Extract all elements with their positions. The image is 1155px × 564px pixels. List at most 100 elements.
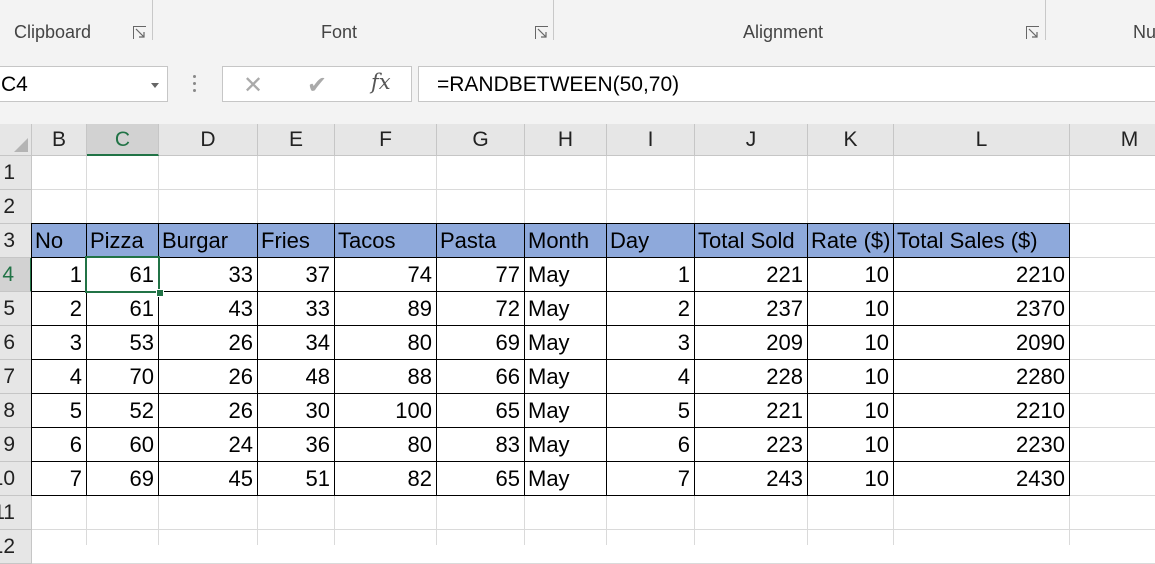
table-data-cell[interactable]: 83 — [436, 427, 525, 462]
column-header-d[interactable]: D — [159, 124, 258, 156]
row-header-2[interactable]: 2 — [0, 190, 32, 224]
table-data-cell[interactable]: 33 — [158, 257, 258, 292]
table-header-cell[interactable]: Fries — [257, 223, 335, 258]
table-data-cell[interactable]: 223 — [694, 427, 808, 462]
table-data-cell[interactable]: 221 — [694, 393, 808, 428]
table-data-cell[interactable]: 33 — [257, 291, 335, 326]
row-header-9[interactable]: 9 — [0, 428, 32, 462]
fill-handle[interactable] — [156, 289, 164, 297]
table-data-cell[interactable]: 61 — [86, 291, 159, 326]
table-data-cell[interactable]: May — [524, 393, 607, 428]
table-data-cell[interactable]: 70 — [86, 359, 159, 394]
resize-handle-icon[interactable] — [193, 75, 197, 95]
table-data-cell[interactable]: 26 — [158, 359, 258, 394]
table-data-cell[interactable]: 4 — [606, 359, 695, 394]
select-all-button[interactable] — [0, 124, 32, 156]
table-data-cell[interactable]: 10 — [807, 359, 894, 394]
table-data-cell[interactable]: 52 — [86, 393, 159, 428]
table-data-cell[interactable]: 4 — [31, 359, 87, 394]
table-header-cell[interactable]: Burgar — [158, 223, 258, 258]
table-data-cell[interactable]: 61 — [86, 257, 159, 292]
formula-input[interactable]: =RANDBETWEEN(50,70) — [418, 66, 1155, 102]
table-data-cell[interactable]: 80 — [334, 427, 437, 462]
table-data-cell[interactable]: 10 — [807, 257, 894, 292]
row-header-3[interactable]: 3 — [0, 224, 32, 258]
column-header-k[interactable]: K — [808, 124, 894, 156]
column-header-c[interactable]: C — [87, 124, 159, 156]
table-data-cell[interactable]: 2210 — [893, 257, 1070, 292]
table-data-cell[interactable]: 88 — [334, 359, 437, 394]
table-data-cell[interactable]: 7 — [606, 461, 695, 496]
column-header-l[interactable]: L — [894, 124, 1070, 156]
table-data-cell[interactable]: 26 — [158, 325, 258, 360]
table-data-cell[interactable]: May — [524, 291, 607, 326]
table-data-cell[interactable]: 2430 — [893, 461, 1070, 496]
table-data-cell[interactable]: 69 — [86, 461, 159, 496]
table-header-cell[interactable]: No — [31, 223, 87, 258]
column-header-f[interactable]: F — [335, 124, 437, 156]
row-header-10[interactable]: 10 — [0, 462, 32, 496]
chevron-down-icon[interactable] — [151, 83, 159, 88]
table-data-cell[interactable]: 2 — [606, 291, 695, 326]
font-dialog-launcher-icon[interactable] — [535, 26, 548, 39]
cancel-icon[interactable]: ✕ — [243, 72, 264, 99]
table-header-cell[interactable]: Tacos — [334, 223, 437, 258]
table-data-cell[interactable]: 2090 — [893, 325, 1070, 360]
row-header-11[interactable]: 11 — [0, 496, 32, 530]
table-data-cell[interactable]: 100 — [334, 393, 437, 428]
table-data-cell[interactable]: 89 — [334, 291, 437, 326]
table-data-cell[interactable]: May — [524, 427, 607, 462]
table-data-cell[interactable]: 69 — [436, 325, 525, 360]
table-data-cell[interactable]: 2280 — [893, 359, 1070, 394]
table-data-cell[interactable]: 26 — [158, 393, 258, 428]
table-header-cell[interactable]: Rate ($) — [807, 223, 894, 258]
row-header-6[interactable]: 6 — [0, 326, 32, 360]
table-data-cell[interactable]: 65 — [436, 393, 525, 428]
table-data-cell[interactable]: May — [524, 325, 607, 360]
row-header-1[interactable]: 1 — [0, 156, 32, 190]
table-data-cell[interactable]: 37 — [257, 257, 335, 292]
column-header-b[interactable]: B — [32, 124, 87, 156]
table-data-cell[interactable]: 36 — [257, 427, 335, 462]
table-data-cell[interactable]: May — [524, 359, 607, 394]
table-data-cell[interactable]: 2 — [31, 291, 87, 326]
clipboard-dialog-launcher-icon[interactable] — [133, 26, 146, 39]
table-data-cell[interactable]: 48 — [257, 359, 335, 394]
table-data-cell[interactable]: 5 — [606, 393, 695, 428]
table-data-cell[interactable]: May — [524, 461, 607, 496]
table-data-cell[interactable]: 7 — [31, 461, 87, 496]
table-data-cell[interactable]: 2210 — [893, 393, 1070, 428]
table-data-cell[interactable]: 74 — [334, 257, 437, 292]
table-data-cell[interactable]: 72 — [436, 291, 525, 326]
table-data-cell[interactable]: 34 — [257, 325, 335, 360]
column-header-h[interactable]: H — [525, 124, 607, 156]
table-header-cell[interactable]: Day — [606, 223, 695, 258]
column-header-i[interactable]: I — [607, 124, 695, 156]
table-data-cell[interactable]: 3 — [606, 325, 695, 360]
table-data-cell[interactable]: 10 — [807, 291, 894, 326]
table-data-cell[interactable]: 10 — [807, 427, 894, 462]
column-header-g[interactable]: G — [437, 124, 525, 156]
table-data-cell[interactable]: 43 — [158, 291, 258, 326]
table-data-cell[interactable]: 10 — [807, 393, 894, 428]
worksheet-grid[interactable]: BCDEFGHIJKLM123456789101112NoPizzaBurgar… — [0, 124, 1155, 564]
row-header-8[interactable]: 8 — [0, 394, 32, 428]
table-data-cell[interactable]: 5 — [31, 393, 87, 428]
column-header-e[interactable]: E — [258, 124, 335, 156]
table-header-cell[interactable]: Month — [524, 223, 607, 258]
table-data-cell[interactable]: 221 — [694, 257, 808, 292]
table-data-cell[interactable]: 53 — [86, 325, 159, 360]
table-data-cell[interactable]: 228 — [694, 359, 808, 394]
table-header-cell[interactable]: Pasta — [436, 223, 525, 258]
row-header-4[interactable]: 4 — [0, 258, 32, 292]
name-box[interactable]: C4 — [0, 66, 168, 102]
table-data-cell[interactable]: 82 — [334, 461, 437, 496]
table-data-cell[interactable]: 10 — [807, 461, 894, 496]
table-data-cell[interactable]: 1 — [606, 257, 695, 292]
table-data-cell[interactable]: 24 — [158, 427, 258, 462]
table-data-cell[interactable]: 209 — [694, 325, 808, 360]
table-data-cell[interactable]: 10 — [807, 325, 894, 360]
table-data-cell[interactable]: 51 — [257, 461, 335, 496]
table-data-cell[interactable]: 2370 — [893, 291, 1070, 326]
table-data-cell[interactable]: 30 — [257, 393, 335, 428]
